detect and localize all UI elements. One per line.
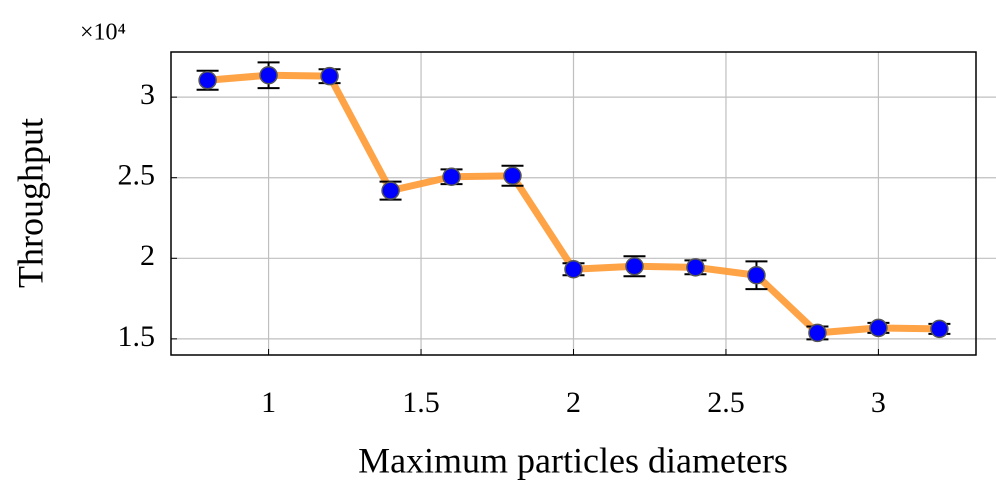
y-axis-label: Throughput: [10, 118, 50, 288]
data-point: [808, 323, 827, 343]
y-tick-label: 3: [140, 78, 155, 111]
x-tick-label: 3: [871, 386, 886, 419]
data-point: [686, 258, 705, 277]
data-point: [930, 319, 949, 339]
data-point: [259, 65, 278, 85]
data-point: [869, 318, 888, 338]
data-point: [564, 260, 583, 279]
y-tick-label: 1.5: [118, 320, 156, 353]
data-point: [381, 181, 400, 200]
x-tick-label: 2: [566, 386, 581, 419]
data-point: [747, 265, 766, 285]
x-tick-label: 1: [261, 386, 276, 419]
data-point: [442, 167, 461, 186]
x-tick-label: 2.5: [707, 386, 745, 419]
y-multiplier: ×10⁴: [80, 20, 126, 46]
y-tick-label: 2: [140, 239, 155, 272]
y-tick-label: 2.5: [118, 159, 156, 192]
data-point: [503, 166, 522, 186]
plot-frame: [170, 51, 977, 356]
data-point: [625, 256, 644, 276]
data-point: [198, 70, 217, 90]
x-tick-label: 1.5: [402, 386, 440, 419]
x-axis-label: Maximum particles diameters: [358, 440, 788, 480]
data-point: [320, 66, 339, 86]
